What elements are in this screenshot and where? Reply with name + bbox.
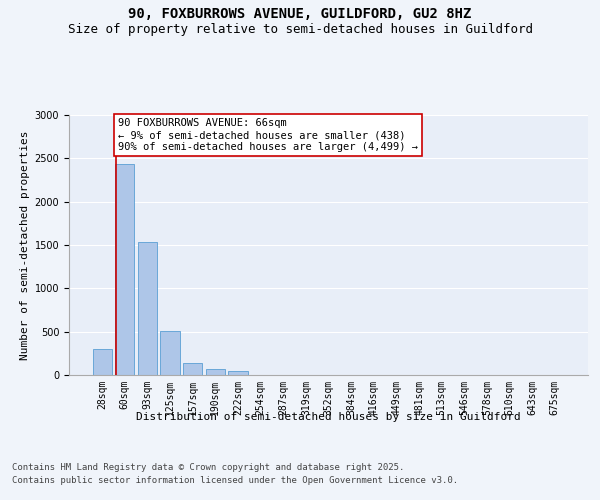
Text: Contains public sector information licensed under the Open Government Licence v3: Contains public sector information licen… [12, 476, 458, 485]
Bar [206, 370, 225, 375]
Y-axis label: Number of semi-detached properties: Number of semi-detached properties [20, 130, 31, 360]
Bar [92, 348, 112, 375]
Text: Size of property relative to semi-detached houses in Guildford: Size of property relative to semi-detach… [67, 22, 533, 36]
Text: 90 FOXBURROWS AVENUE: 66sqm
← 9% of semi-detached houses are smaller (438)
90% o: 90 FOXBURROWS AVENUE: 66sqm ← 9% of semi… [118, 118, 418, 152]
Bar [183, 363, 202, 375]
Bar [138, 242, 157, 375]
Bar [115, 164, 134, 375]
Bar [229, 371, 248, 375]
Text: Contains HM Land Registry data © Crown copyright and database right 2025.: Contains HM Land Registry data © Crown c… [12, 462, 404, 471]
Text: Distribution of semi-detached houses by size in Guildford: Distribution of semi-detached houses by … [136, 412, 521, 422]
Text: 90, FOXBURROWS AVENUE, GUILDFORD, GU2 8HZ: 90, FOXBURROWS AVENUE, GUILDFORD, GU2 8H… [128, 8, 472, 22]
Bar [160, 331, 180, 375]
